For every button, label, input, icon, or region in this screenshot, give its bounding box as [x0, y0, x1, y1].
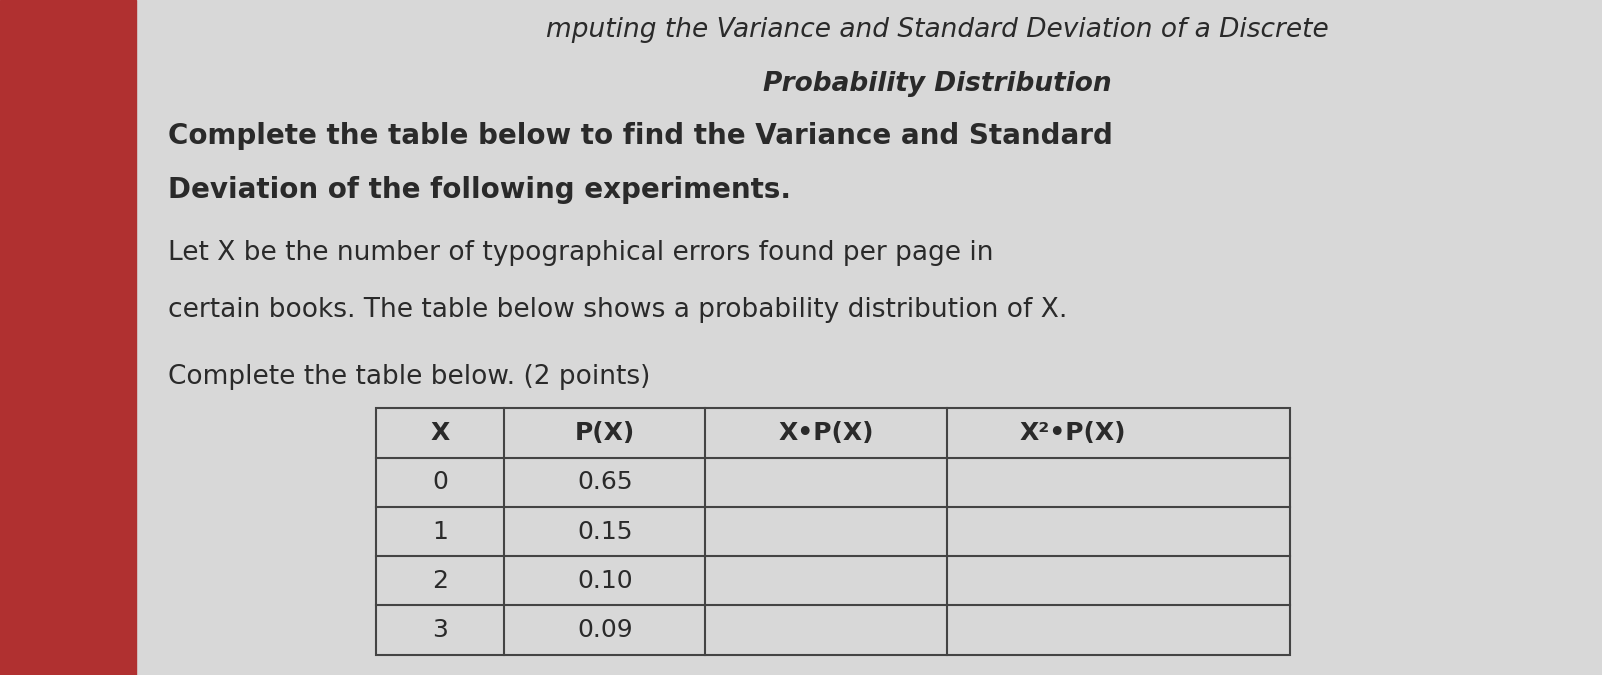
- Text: Deviation of the following experiments.: Deviation of the following experiments.: [168, 176, 791, 203]
- Text: 2: 2: [433, 569, 449, 593]
- Text: Complete the table below to find the Variance and Standard: Complete the table below to find the Var…: [168, 122, 1113, 149]
- Bar: [376, 408, 1290, 655]
- Text: P(X): P(X): [575, 421, 634, 445]
- Text: Probability Distribution: Probability Distribution: [763, 71, 1112, 97]
- Text: 0.65: 0.65: [577, 470, 633, 494]
- Text: 0: 0: [433, 470, 449, 494]
- Text: X: X: [431, 421, 450, 445]
- Text: certain books. The table below shows a probability distribution of X.: certain books. The table below shows a p…: [168, 297, 1067, 323]
- Text: 1: 1: [433, 520, 449, 543]
- Text: 0.09: 0.09: [577, 618, 633, 642]
- Text: 3: 3: [433, 618, 449, 642]
- Text: 0.15: 0.15: [577, 520, 633, 543]
- Bar: [0, 0, 136, 675]
- Text: mputing the Variance and Standard Deviation of a Discrete: mputing the Variance and Standard Deviat…: [546, 17, 1328, 43]
- Text: 0.10: 0.10: [577, 569, 633, 593]
- Text: X²•P(X): X²•P(X): [1019, 421, 1126, 445]
- Text: Let X be the number of typographical errors found per page in: Let X be the number of typographical err…: [168, 240, 993, 266]
- Text: X•P(X): X•P(X): [779, 421, 875, 445]
- Text: Complete the table below. (2 points): Complete the table below. (2 points): [168, 364, 650, 391]
